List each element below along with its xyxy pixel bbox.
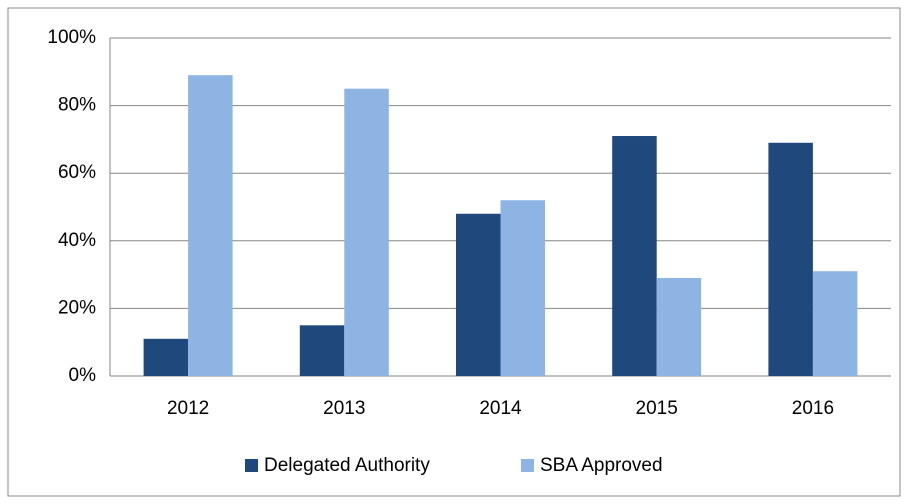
y-tick-label: 100% <box>47 27 96 48</box>
bar <box>299 325 345 376</box>
bar <box>812 271 858 376</box>
chart-frame <box>7 7 901 497</box>
y-tick-label: 20% <box>58 297 96 318</box>
y-tick-label: 80% <box>58 95 96 116</box>
bar <box>188 75 233 377</box>
x-tick-label: 2013 <box>323 398 365 419</box>
bar <box>768 142 813 376</box>
y-tick-label: 60% <box>58 162 96 183</box>
bar <box>143 338 189 376</box>
bar <box>656 277 702 376</box>
bar <box>612 136 657 376</box>
x-tick-label: 2016 <box>792 398 834 419</box>
bar <box>344 88 389 376</box>
x-tick-label: 2012 <box>167 398 209 419</box>
x-tick-label: 2015 <box>636 398 678 419</box>
bar <box>456 213 501 376</box>
legend-label: SBA Approved <box>540 455 663 476</box>
x-tick-label: 2014 <box>479 398 522 419</box>
bar <box>500 200 545 376</box>
legend-swatch <box>521 459 534 472</box>
y-tick-label: 40% <box>58 230 96 251</box>
legend-label: Delegated Authority <box>264 455 430 476</box>
legend-swatch <box>245 459 258 472</box>
y-tick-label: 0% <box>69 365 97 386</box>
